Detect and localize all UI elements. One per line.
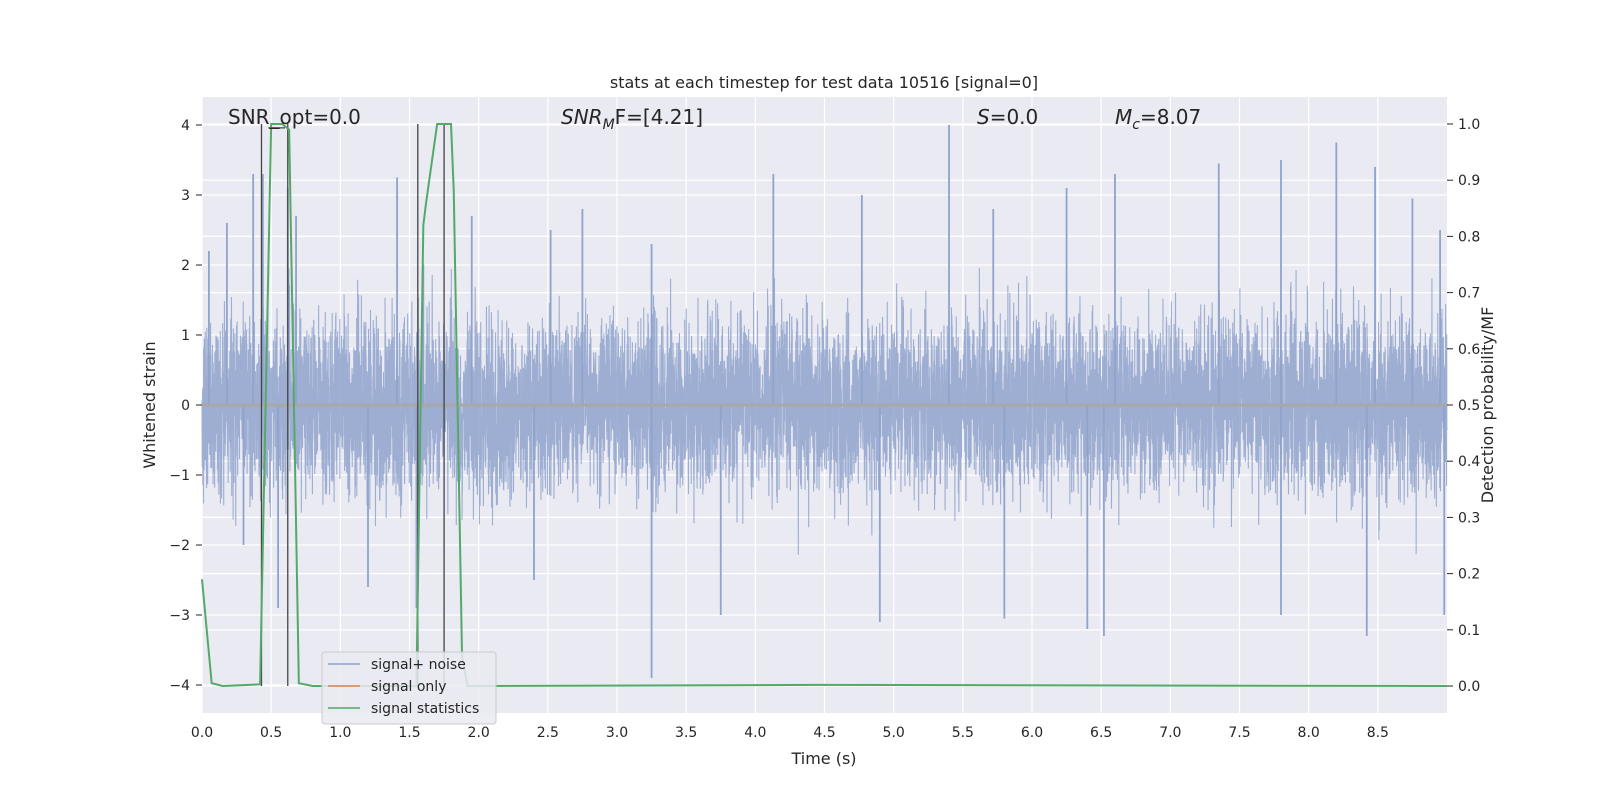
legend-box <box>321 651 497 725</box>
legend-label-signal-only: signal only <box>371 679 446 695</box>
x-tick-label: 2.5 <box>537 725 559 741</box>
x-tick-label: 5.0 <box>883 725 905 741</box>
y-tick-label: −3 <box>169 608 190 624</box>
annotation-snr-mf-base: SNR <box>561 105 603 129</box>
annotation-s-symbol: S <box>977 105 990 129</box>
y-tick-label: −1 <box>169 468 190 484</box>
y2-tick-label: 0.5 <box>1458 398 1480 414</box>
x-tick-label: 4.5 <box>813 725 835 741</box>
x-tick-label: 6.5 <box>1090 725 1112 741</box>
x-tick-label: 7.0 <box>1159 725 1181 741</box>
y2-ticks: 1.0 0.9 0.8 0.7 0.6 0.5 0.4 0.3 0.2 0.1 0.0 <box>1447 117 1480 695</box>
y2-tick-label: 0.6 <box>1458 342 1480 358</box>
y2-tick-label: 0.1 <box>1458 623 1480 639</box>
y2-tick-label: 0.9 <box>1458 173 1480 189</box>
annotation-mc-sub: c <box>1132 117 1140 133</box>
y-tick-label: 3 <box>181 188 190 204</box>
y-tick-label: −4 <box>169 678 190 694</box>
y-tick-label: 1 <box>181 328 190 344</box>
y-tick-label: 0 <box>181 398 190 414</box>
annotation-mc-value: =8.07 <box>1140 105 1201 129</box>
y-tick-label: 4 <box>181 118 190 134</box>
annotation-s: S=0.0 <box>977 105 1038 129</box>
x-tick-label: 7.5 <box>1228 725 1250 741</box>
annotation-snr-mf-sub: M <box>603 117 615 133</box>
y2-tick-label: 0.3 <box>1458 510 1480 526</box>
annotation-s-value: =0.0 <box>990 105 1039 129</box>
y2-tick-label: 1.0 <box>1458 117 1480 133</box>
y2-tick-label: 0.4 <box>1458 454 1480 470</box>
annotation-mc: Mc=8.07 <box>1115 105 1201 133</box>
y2-tick-label: 0.2 <box>1458 567 1480 583</box>
x-tick-label: 6.0 <box>1021 725 1043 741</box>
legend-label-signal-statistics: signal statistics <box>371 701 479 717</box>
x-tick-label: 8.0 <box>1298 725 1320 741</box>
y2-tick-label: 0.8 <box>1458 229 1480 245</box>
annotation-snr-opt: SNR_opt=0.0 <box>228 105 361 129</box>
x-tick-label: 3.0 <box>606 725 628 741</box>
x-tick-label: 4.0 <box>744 725 766 741</box>
y-tick-label: 2 <box>181 258 190 274</box>
y2-axis-label: Detection probability/MF <box>1478 307 1497 504</box>
y2-tick-label: 0.7 <box>1458 286 1480 302</box>
chart-title: stats at each timestep for test data 105… <box>610 73 1038 92</box>
x-tick-label: 0.0 <box>191 725 213 741</box>
x-tick-label: 2.0 <box>468 725 490 741</box>
y-tick-label: −2 <box>169 538 190 554</box>
x-tick-label: 3.5 <box>675 725 697 741</box>
x-tick-label: 1.0 <box>329 725 351 741</box>
annotation-mc-symbol: M <box>1115 105 1132 129</box>
x-axis-label: Time (s) <box>790 749 856 768</box>
y-axis-label: Whitened strain <box>140 341 159 468</box>
annotation-snr-mf: SNRMF=[4.21] <box>561 105 703 133</box>
annotation-snr-mf-rest: F=[4.21] <box>615 105 703 129</box>
x-tick-label: 0.5 <box>260 725 282 741</box>
x-tick-label: 5.5 <box>952 725 974 741</box>
legend: signal+ noise signal only signal statist… <box>321 651 497 725</box>
noise-trace <box>201 267 1448 555</box>
y2-tick-label: 0.0 <box>1458 679 1480 695</box>
legend-label-signal-noise: signal+ noise <box>371 657 466 673</box>
x-tick-label: 1.5 <box>398 725 420 741</box>
x-ticks: 0.0 0.5 1.0 1.5 2.0 2.5 3.0 3.5 4.0 4.5 5.0 5.5 6.0 6… <box>191 725 1389 741</box>
y-ticks: 4 3 2 1 0 −1 −2 −3 −4 <box>169 118 202 694</box>
x-tick-label: 8.5 <box>1367 725 1389 741</box>
